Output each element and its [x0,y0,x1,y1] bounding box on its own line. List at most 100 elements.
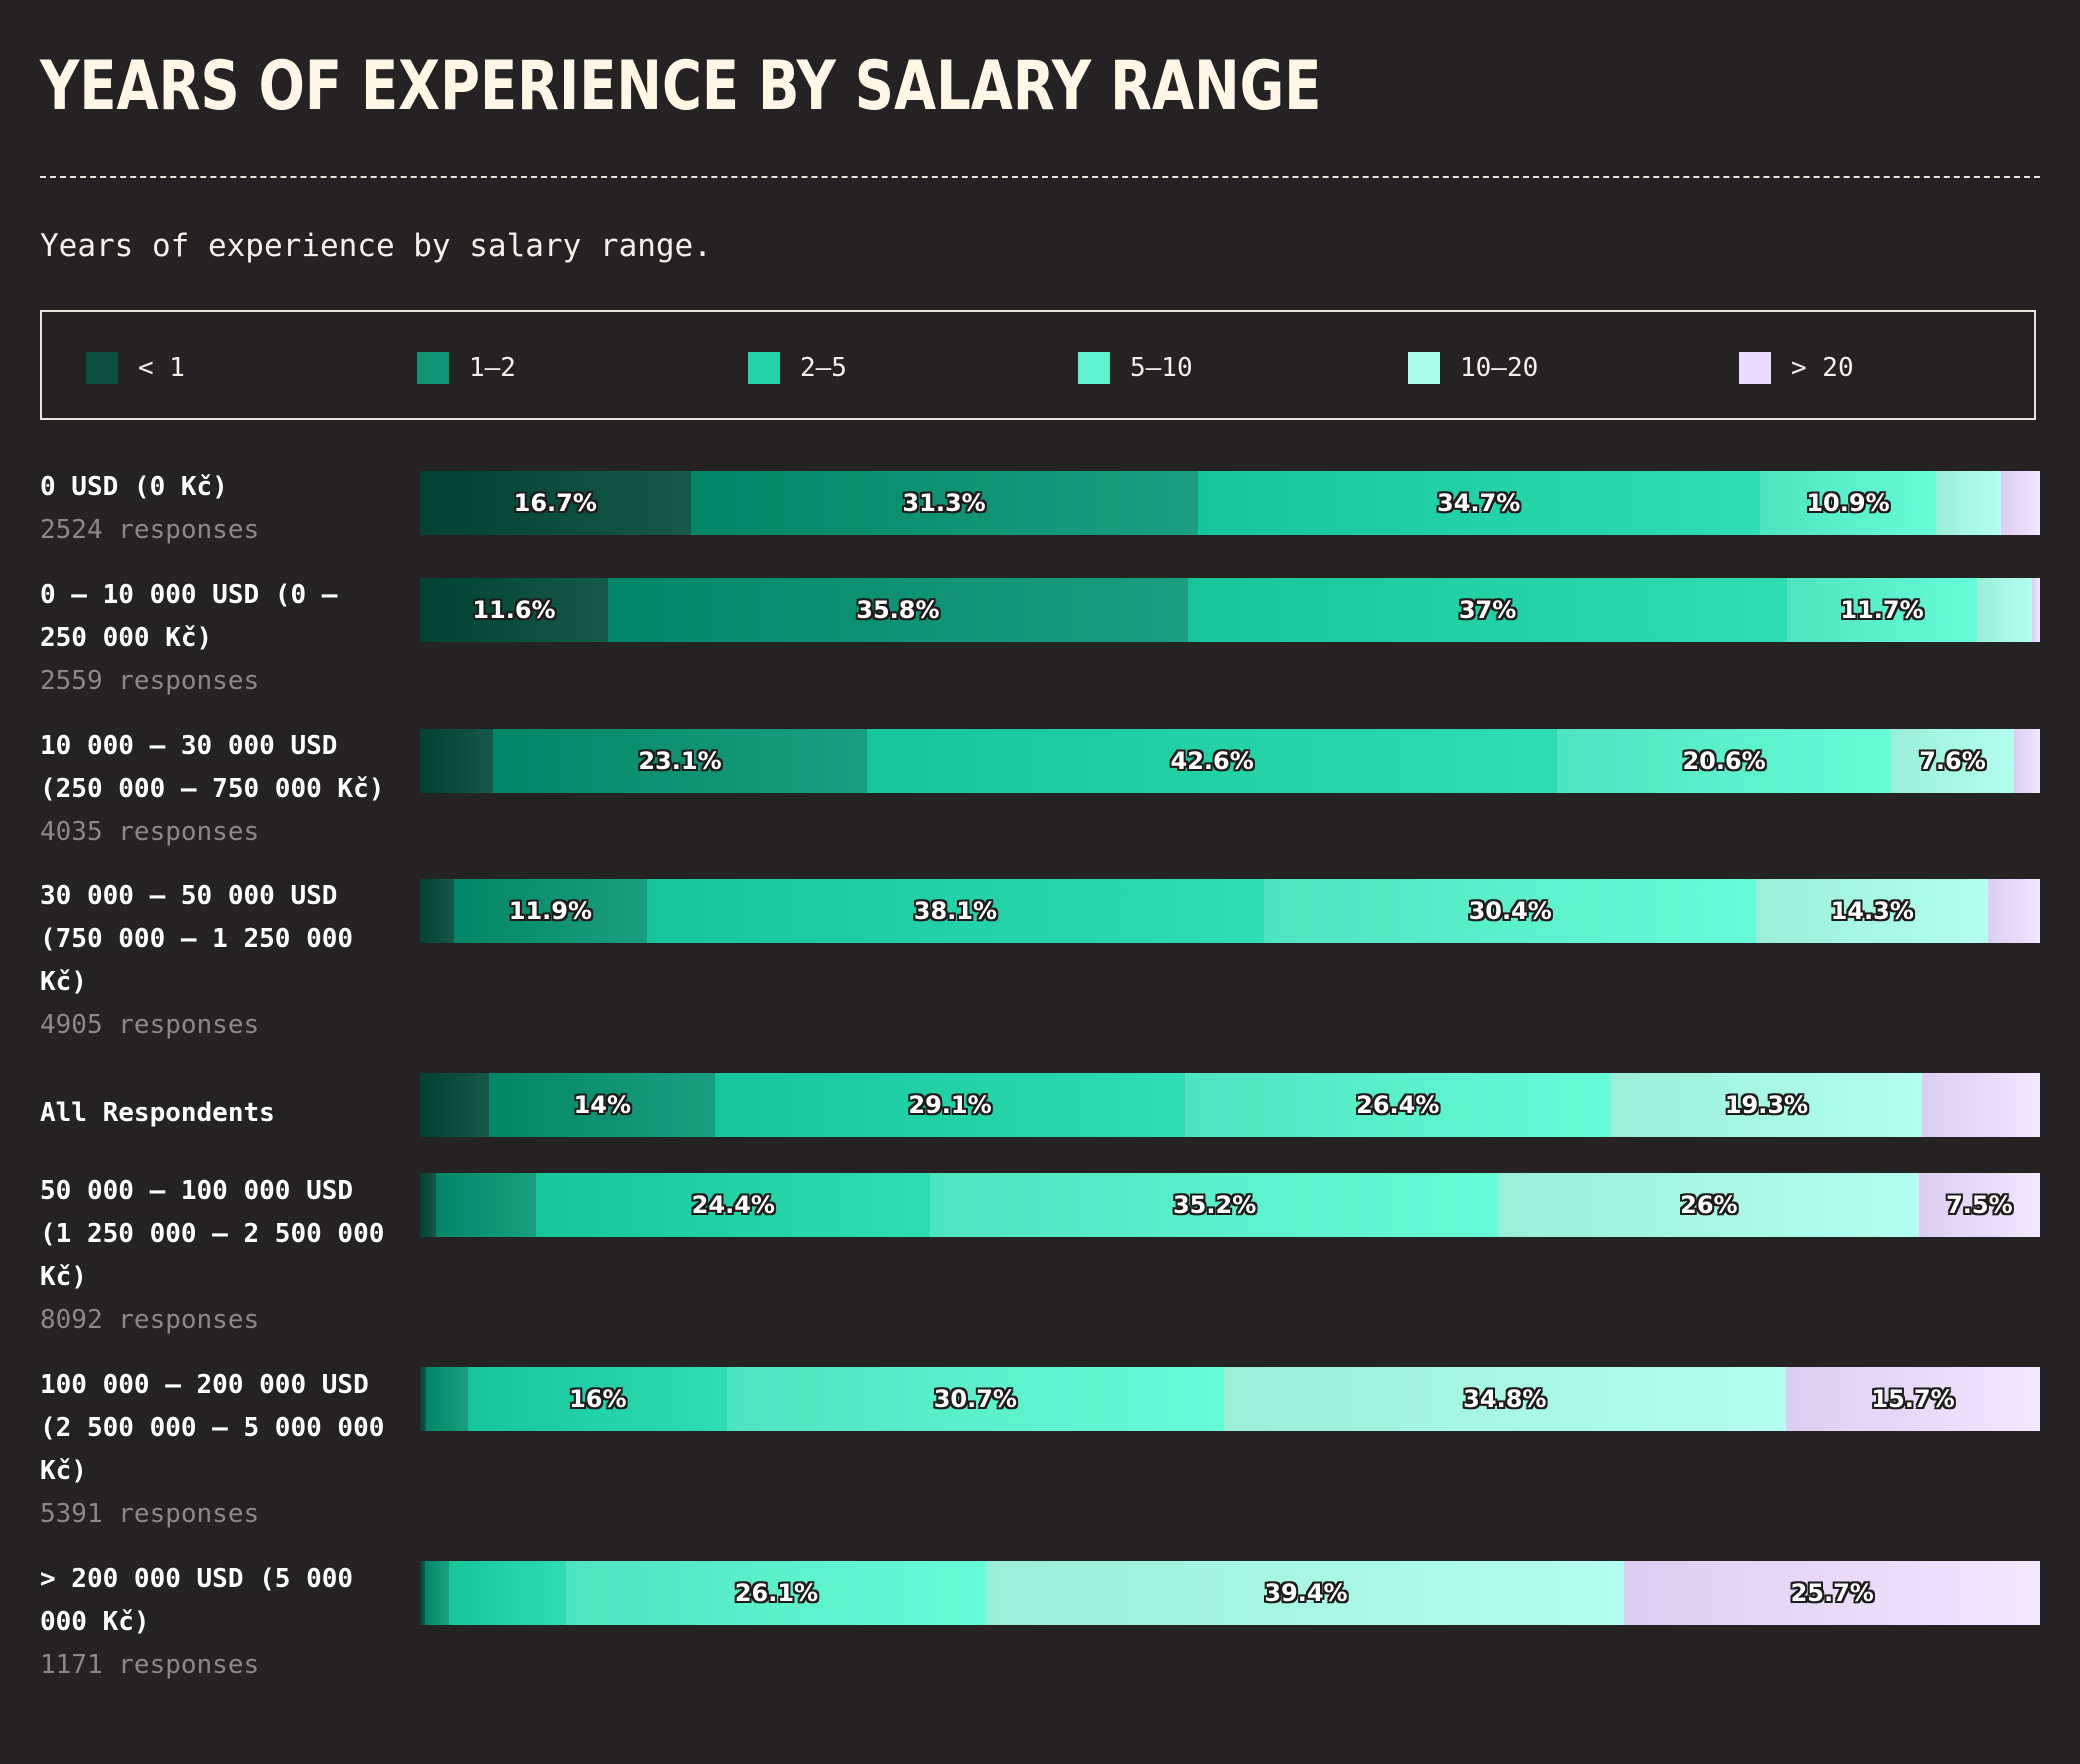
row-label: 30 000 – 50 000 USD (750 000 – 1 250 000… [40,875,400,1047]
bar-segment: 11.9% [454,879,647,943]
legend-label: 1–2 [469,353,516,383]
data-label: 35.8% [856,596,940,624]
bar-segment: 23.1% [492,729,868,793]
bar-segment [1922,1073,2040,1137]
bar-segment: 38.1% [646,879,1264,943]
bar-segment: 26.4% [1184,1073,1611,1137]
bar-segment [420,729,493,793]
category-label: > 200 000 USD (5 000 000 Kč) [40,1564,354,1637]
stacked-bar: 23.1% 42.6% 20.6% 7.6% [420,729,2040,793]
data-label: 14% [573,1091,632,1119]
bar-segment: 35.8% [607,578,1188,642]
data-label: 10.9% [1806,489,1890,517]
responses-count: 1171 responses [40,1650,260,1680]
legend: < 1 1–2 2–5 5–10 10–20 > 20 [40,310,2036,420]
data-label: 35.2% [1172,1191,1257,1219]
legend-swatch [748,352,780,384]
data-label: 23.1% [638,747,722,775]
data-label: 26% [1680,1191,1738,1219]
bar-segment: 15.7% [1786,1367,2040,1431]
bar-segment: 14.3% [1756,879,1989,943]
data-label: 30.4% [1468,897,1552,925]
legend-item: > 20 [1739,352,1854,384]
legend-label: 2–5 [800,353,847,383]
row-label: 0 – 10 000 USD (0 – 250 000 Kč) 2559 resp… [40,574,400,703]
bar-segment: 34.7% [1197,471,1760,535]
bar-segment: 10.9% [1759,471,1937,535]
bar-segment: 34.8% [1223,1367,1787,1431]
data-label: 7.6% [1919,747,1986,775]
bar-segment: 39.4% [987,1561,1625,1625]
legend-label: 10–20 [1460,353,1539,383]
row-label: 10 000 – 30 000 USD (250 000 – 750 000 K… [40,725,400,854]
category-label: 0 – 10 000 USD (0 – 250 000 Kč) [40,580,338,653]
stacked-bar: 26.1% 39.4% 25.7% [420,1561,2040,1625]
row-label: > 200 000 USD (5 000 000 Kč) 1171 respons… [40,1558,400,1687]
data-label: 39.4% [1264,1579,1348,1607]
responses-count: 2524 responses [40,515,260,545]
legend-item: 1–2 [417,352,516,384]
bar-segment [436,1173,537,1237]
bar-segment: 35.2% [930,1173,1499,1237]
bar-segment [2031,578,2040,642]
bar-segment [1976,578,2032,642]
legend-item: 5–10 [1078,352,1193,384]
data-label: 11.9% [508,897,593,925]
stacked-bar: 16% 30.7% 34.8% 15.7% [420,1367,2040,1431]
bar-segment [424,1561,450,1625]
bar-segment: 26.1% [565,1561,988,1625]
legend-label: 5–10 [1130,353,1193,383]
bar-segment [1936,471,2002,535]
bar-segment [426,1367,469,1431]
stacked-bar: 16.7% 31.3% 34.7% 10.9% [420,471,2040,535]
bar-segment: 19.3% [1610,1073,1923,1137]
bar-segment: 16.7% [420,471,691,535]
bar-segment [2014,729,2040,793]
bar-segment: 7.6% [1890,729,2015,793]
category-label: 0 USD (0 Kč) [40,472,228,502]
bar-segment: 7.5% [1918,1173,2040,1237]
data-label: 38.1% [913,897,998,925]
data-label: 24.4% [691,1191,775,1219]
bar-segment: 26% [1498,1173,1919,1237]
bar-segment [420,1367,427,1431]
data-label: 34.8% [1463,1385,1547,1413]
legend-label: < 1 [138,353,185,383]
stacked-bar: 11.6% 35.8% 37% 11.7% [420,578,2040,642]
legend-swatch [1408,352,1440,384]
data-label: 29.1% [908,1091,992,1119]
responses-count: 5391 responses [40,1499,260,1529]
bar-segment [420,879,455,943]
row-label: 0 USD (0 Kč) 2524 responses [40,466,400,552]
category-label: All Respondents [40,1098,275,1128]
bar-segment: 16% [468,1367,728,1431]
bar-segment: 37% [1187,578,1788,642]
bar-segment [420,1073,490,1137]
bar-segment: 31.3% [690,471,1198,535]
bar-segment: 14% [489,1073,716,1137]
data-label: 16.7% [513,489,597,517]
data-label: 7.5% [1946,1191,2013,1219]
legend-swatch [417,352,449,384]
legend-item: 2–5 [748,352,847,384]
legend-label: > 20 [1791,353,1854,383]
bar-segment [420,1561,425,1625]
bar-segment [420,1173,437,1237]
bar-segment: 29.1% [715,1073,1185,1137]
data-label: 11.6% [472,596,556,624]
bar-segment: 24.4% [536,1173,931,1237]
data-label: 31.3% [902,489,986,517]
bar-segment [1988,879,2040,943]
category-label: 100 000 – 200 000 USD (2 500 000 – 5 000… [40,1370,385,1486]
responses-count: 2559 responses [40,666,260,696]
data-label: 37% [1458,596,1517,624]
bar-segment [449,1561,566,1625]
legend-item: < 1 [86,352,185,384]
bar-segment: 25.7% [1624,1561,2040,1625]
bar-segment: 11.6% [420,578,608,642]
stacked-bar: 11.9% 38.1% 30.4% 14.3% [420,879,2040,943]
legend-item: 10–20 [1408,352,1538,384]
category-label: 30 000 – 50 000 USD (750 000 – 1 250 000… [40,881,354,997]
data-label: 26.4% [1356,1091,1440,1119]
data-label: 30.7% [933,1385,1017,1413]
